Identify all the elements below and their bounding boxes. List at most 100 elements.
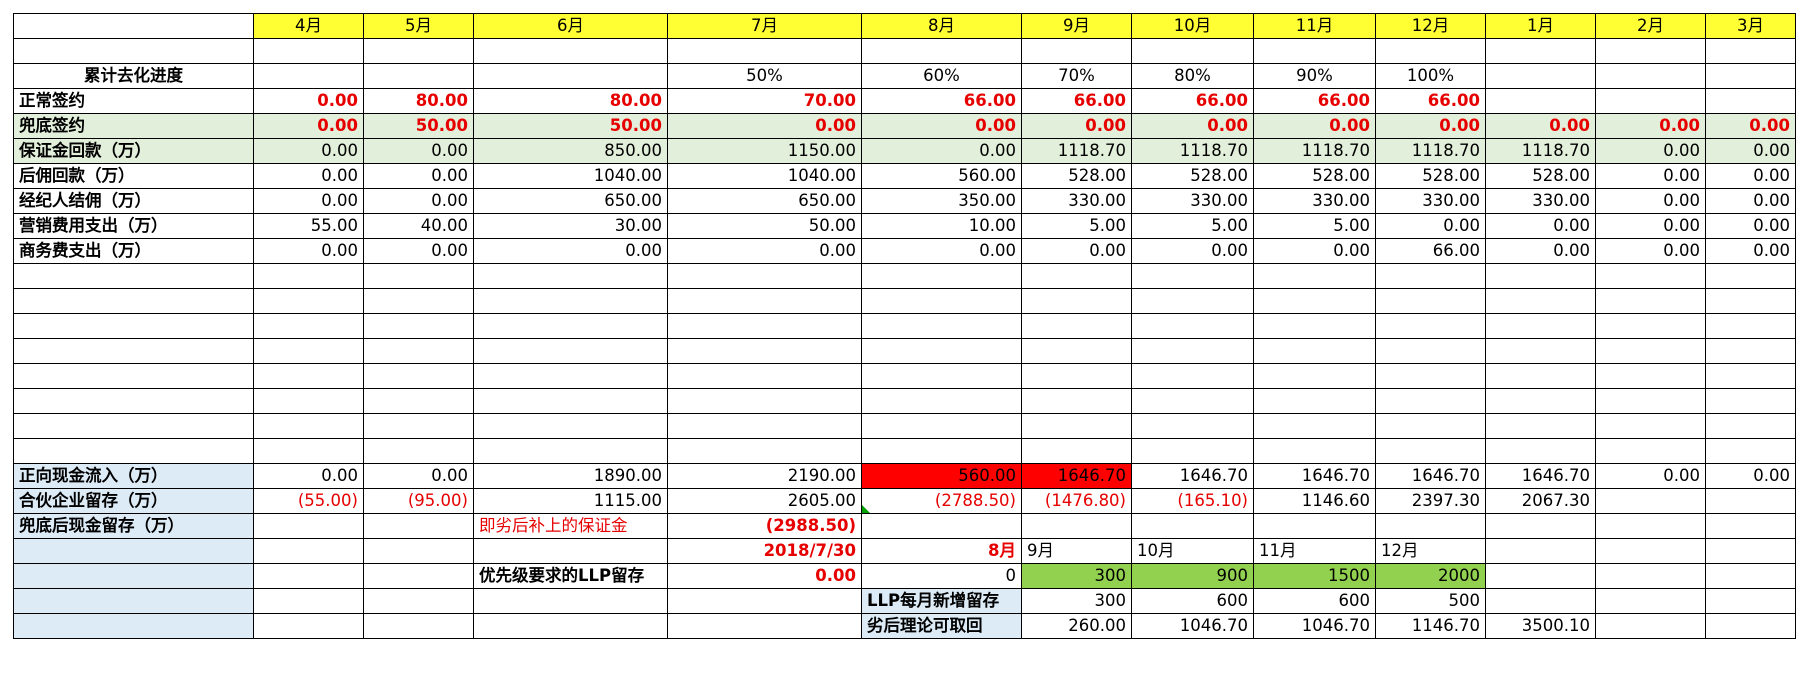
row-label[interactable]: 正常签约 (13, 88, 254, 114)
value-cell[interactable]: 330.00 (1375, 188, 1486, 214)
cell[interactable] (1131, 263, 1254, 289)
value-cell[interactable]: 66.00 (1375, 238, 1486, 264)
cell[interactable] (13, 588, 254, 614)
value-cell[interactable]: 0.00 (1375, 113, 1486, 139)
cell[interactable] (1595, 263, 1706, 289)
value-cell[interactable]: 1118.70 (1485, 138, 1596, 164)
cell[interactable] (1485, 288, 1596, 314)
month-header[interactable]: 12月 (1375, 13, 1486, 39)
cell[interactable] (363, 263, 474, 289)
cell[interactable] (1375, 338, 1486, 364)
value-cell[interactable]: 30.00 (473, 213, 668, 239)
value-cell[interactable]: 70.00 (667, 88, 862, 114)
cell[interactable] (1485, 563, 1596, 589)
cell[interactable] (1705, 538, 1796, 564)
cell[interactable] (1485, 388, 1596, 414)
cell[interactable] (13, 563, 254, 589)
value-cell[interactable] (1705, 488, 1796, 514)
value-cell[interactable]: 330.00 (1021, 188, 1132, 214)
cell[interactable] (1595, 563, 1706, 589)
cell[interactable] (1131, 363, 1254, 389)
value-cell[interactable]: 0.00 (1021, 238, 1132, 264)
cell[interactable] (1253, 513, 1376, 539)
value-cell[interactable]: 0.00 (1595, 138, 1706, 164)
cell[interactable] (861, 288, 1022, 314)
value-cell[interactable]: 500 (1375, 588, 1486, 614)
value-cell[interactable]: 0.00 (1705, 463, 1796, 489)
value-cell[interactable]: 0.00 (861, 138, 1022, 164)
value-cell[interactable]: 0 (861, 563, 1022, 589)
value-cell[interactable]: 0.00 (1595, 213, 1706, 239)
cell[interactable] (861, 513, 1022, 539)
cell[interactable] (1131, 388, 1254, 414)
cell[interactable] (1021, 388, 1132, 414)
value-cell[interactable]: 528.00 (1253, 163, 1376, 189)
value-cell[interactable]: 3500.10 (1485, 613, 1596, 639)
value-cell[interactable]: 350.00 (861, 188, 1022, 214)
value-cell[interactable]: 330.00 (1485, 188, 1596, 214)
value-cell[interactable]: 560.00 (861, 163, 1022, 189)
progress-cell[interactable]: 50% (667, 63, 862, 89)
date-cell[interactable]: 2018/7/30 (667, 538, 862, 564)
cell[interactable] (253, 263, 364, 289)
progress-cell[interactable]: 70% (1021, 63, 1132, 89)
cell[interactable] (13, 413, 254, 439)
value-cell[interactable]: (165.10) (1131, 488, 1254, 514)
value-cell[interactable]: 1040.00 (473, 163, 668, 189)
cell[interactable] (253, 613, 364, 639)
value-cell[interactable]: 1046.70 (1253, 613, 1376, 639)
cell[interactable] (253, 413, 364, 439)
cell[interactable] (667, 38, 862, 64)
value-cell[interactable]: 0.00 (1705, 188, 1796, 214)
value-cell[interactable]: 50.00 (363, 113, 474, 139)
value-cell[interactable]: 66.00 (861, 88, 1022, 114)
cell[interactable] (473, 438, 668, 464)
value-cell[interactable]: 260.00 (1021, 613, 1132, 639)
value-cell[interactable]: 528.00 (1485, 163, 1596, 189)
value-cell[interactable]: (1476.80) (1021, 488, 1132, 514)
cell[interactable] (473, 263, 668, 289)
value-cell[interactable]: 2605.00 (667, 488, 862, 514)
cell[interactable] (1705, 613, 1796, 639)
value-cell[interactable] (1595, 488, 1706, 514)
date-cell[interactable]: 8月 (861, 538, 1022, 564)
cell[interactable] (667, 313, 862, 339)
value-cell[interactable]: 0.00 (1253, 238, 1376, 264)
row-label[interactable]: 商务费支出（万） (13, 238, 254, 264)
cell[interactable] (861, 413, 1022, 439)
cell[interactable] (1595, 313, 1706, 339)
cell[interactable] (1131, 288, 1254, 314)
value-cell[interactable]: 1115.00 (473, 488, 668, 514)
cell[interactable] (13, 263, 254, 289)
value-cell[interactable]: 0.00 (253, 463, 364, 489)
month-header[interactable]: 4月 (253, 13, 364, 39)
cell[interactable] (473, 388, 668, 414)
cell[interactable] (1375, 288, 1486, 314)
month-header[interactable]: 5月 (363, 13, 474, 39)
value-cell[interactable]: (55.00) (253, 488, 364, 514)
cell[interactable] (1021, 338, 1132, 364)
value-cell[interactable]: 0.00 (1375, 213, 1486, 239)
cell[interactable] (1485, 513, 1596, 539)
month-cell[interactable]: 11月 (1253, 538, 1376, 564)
cell[interactable] (13, 288, 254, 314)
value-cell[interactable]: 1646.70 (1131, 463, 1254, 489)
cell[interactable] (1375, 263, 1486, 289)
cell[interactable] (1595, 413, 1706, 439)
cell[interactable] (363, 38, 474, 64)
cell[interactable] (253, 513, 364, 539)
value-cell[interactable]: 0.00 (1485, 213, 1596, 239)
value-cell[interactable]: 0.00 (363, 138, 474, 164)
cell[interactable] (667, 438, 862, 464)
cell[interactable] (13, 388, 254, 414)
cell[interactable] (1021, 288, 1132, 314)
cell[interactable] (1485, 413, 1596, 439)
cell[interactable] (1253, 38, 1376, 64)
cell[interactable] (1131, 513, 1254, 539)
cell[interactable] (1375, 38, 1486, 64)
cell[interactable] (1485, 263, 1596, 289)
value-cell[interactable]: 0.00 (1253, 113, 1376, 139)
cell[interactable] (1253, 413, 1376, 439)
value-cell[interactable]: 10.00 (861, 213, 1022, 239)
cell[interactable] (253, 38, 364, 64)
